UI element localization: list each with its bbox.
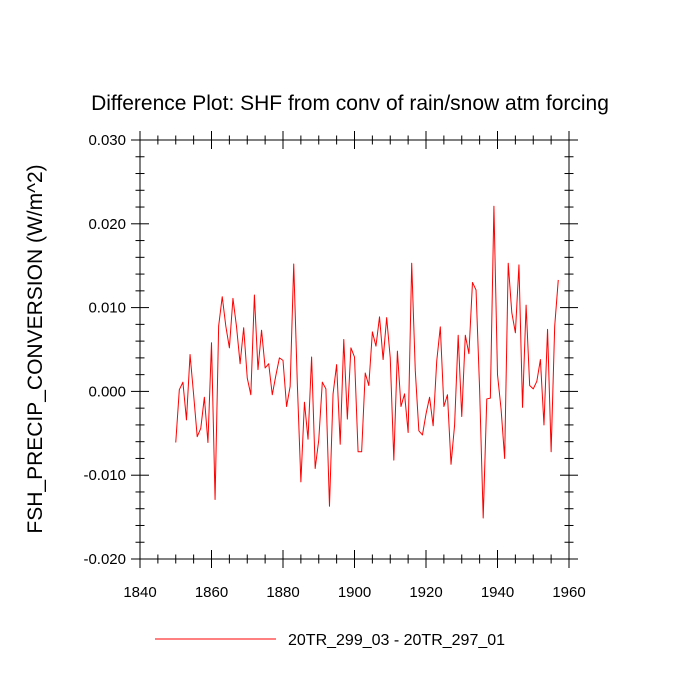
y-tick-label: 0.000 [88, 383, 126, 400]
series-line-0 [175, 205, 559, 519]
chart-title: Difference Plot: SHF from conv of rain/s… [91, 92, 609, 115]
y-tick-label: 0.010 [88, 300, 126, 317]
y-tick-label: -0.010 [83, 467, 126, 484]
x-tick-label: 1940 [481, 584, 514, 601]
x-tick-label: 1900 [338, 584, 371, 601]
major-ticks [131, 131, 578, 568]
y-tick-label: 0.020 [88, 216, 126, 233]
plot-frame [139, 139, 570, 560]
legend: 20TR_299_03 - 20TR_297_01 [155, 632, 505, 649]
x-tick-label: 1880 [266, 584, 299, 601]
x-tick-label: 1840 [123, 584, 156, 601]
y-tick-label: -0.020 [83, 551, 126, 568]
x-tick-label: 1920 [409, 584, 442, 601]
y-tick-label: 0.030 [88, 132, 126, 149]
legend-label: 20TR_299_03 - 20TR_297_01 [288, 632, 505, 649]
x-tick-label: 1860 [195, 584, 228, 601]
y-tick-labels: -0.020 -0.010 0.000 0.010 0.020 0.030 [83, 132, 126, 568]
series-group [175, 205, 559, 519]
x-tick-labels: 1840 1860 1880 1900 1920 1940 1960 [123, 584, 585, 601]
y-axis-label: FSH_PRECIP_CONVERSION (W/m^2) [24, 164, 47, 533]
x-tick-label: 1960 [552, 584, 585, 601]
minor-ticks [135, 135, 574, 564]
